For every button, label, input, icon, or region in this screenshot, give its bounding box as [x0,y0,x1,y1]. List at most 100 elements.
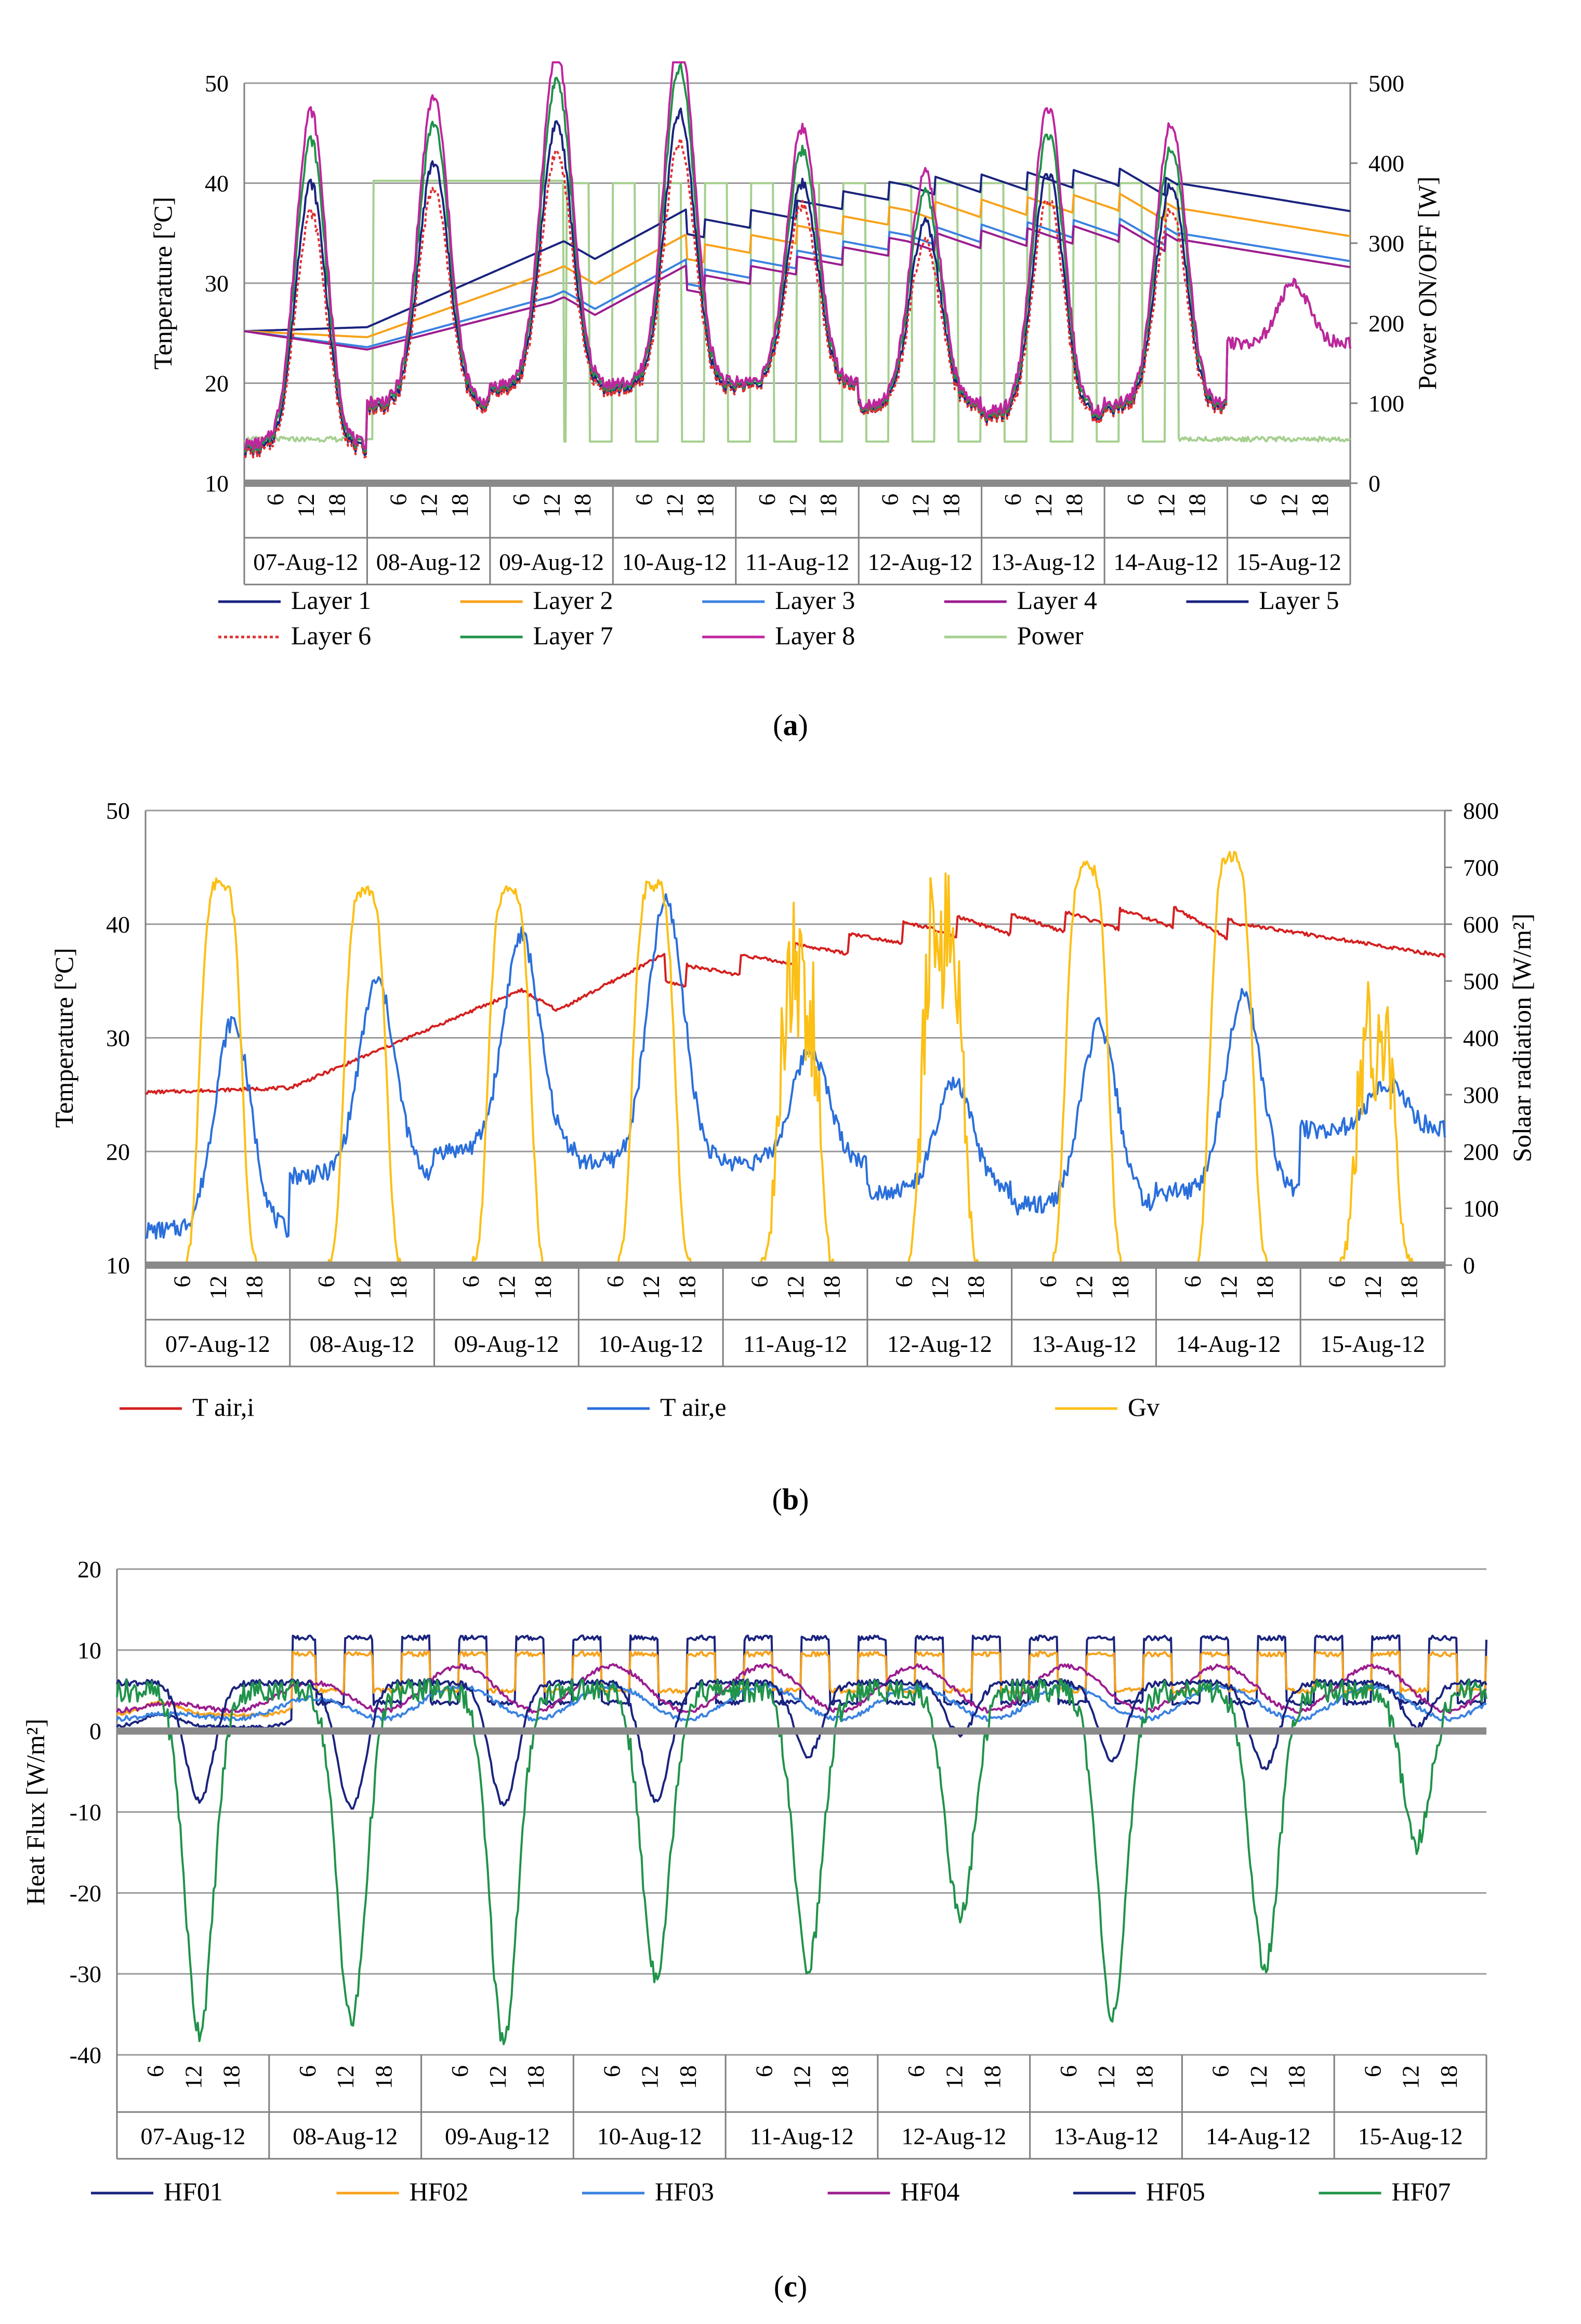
y-tick-label: 50 [205,70,229,97]
day-tick-label: 07-Aug-12 [140,2123,245,2149]
day-tick-label: 10-Aug-12 [622,549,727,575]
hour-tick-label: 6 [754,494,780,506]
legend-label: HF05 [1146,2177,1205,2206]
hour-tick-label: 12 [1093,2065,1119,2089]
series-line-layer-1 [244,167,1351,333]
hour-tick-label: 12 [538,494,565,517]
day-tick-label: 09-Aug-12 [454,1331,559,1357]
hour-tick-label: 6 [602,1276,628,1287]
legend-label: Layer 1 [291,586,371,615]
legend-label: HF07 [1392,2177,1451,2206]
hour-tick-label: 12 [927,1276,953,1299]
hour-tick-label: 18 [1131,2065,1157,2089]
hour-tick-label: 6 [1359,2065,1386,2077]
y2-axis-title: Solaar radiation [W/m²] [1507,913,1536,1162]
y2-axis-title: Power ON/OFF [W] [1413,176,1442,390]
hour-tick-label: 18 [692,494,719,517]
legend-label: HF04 [901,2177,960,2206]
hour-tick-label: 12 [782,1276,809,1299]
hour-tick-label: 18 [938,494,965,517]
series-line-layer-7 [244,62,1351,453]
legend-label: Layer 4 [1017,586,1097,615]
hour-tick-label: 6 [385,494,412,506]
hour-tick-label: 6 [750,2065,777,2077]
hour-tick-label: 6 [1122,494,1149,506]
hour-tick-label: 18 [1307,494,1333,517]
day-tick-label: 08-Aug-12 [310,1331,415,1357]
y2-tick-label: 300 [1463,1082,1499,1108]
series-line-hf02 [116,1651,1487,1718]
series-line-hf07 [116,1678,1487,2046]
series-line-hf01 [116,1634,1487,1730]
hour-tick-label: 6 [168,1276,195,1287]
hour-tick-label: 12 [789,2065,815,2089]
day-tick-label: 13-Aug-12 [1032,1331,1137,1357]
hour-tick-label: 6 [999,494,1026,506]
hour-tick-label: 6 [876,494,903,506]
legend-label: Layer 7 [533,621,613,650]
hour-tick-label: 12 [484,2065,511,2089]
hour-tick-label: 6 [890,1276,917,1287]
hour-tick-label: 12 [205,1276,231,1299]
day-tick-label: 15-Aug-12 [1358,2123,1463,2149]
day-tick-label: 10-Aug-12 [598,1331,703,1357]
y-tick-label: 50 [106,798,130,824]
legend-label: T air,e [660,1392,727,1422]
y-tick-label: 30 [106,1025,130,1052]
y-axis-title: Tenperature [ºC] [148,197,177,370]
hour-tick-label: 12 [1030,494,1057,517]
hour-tick-label: 12 [349,1276,376,1299]
hour-tick-label: 12 [638,1276,664,1299]
day-tick-label: 09-Aug-12 [499,549,604,575]
hour-tick-label: 18 [827,2065,853,2089]
day-tick-label: 11-Aug-12 [743,1331,847,1357]
legend-label: Layer 6 [291,621,371,650]
y-tick-label: -40 [70,2042,101,2068]
hour-tick-label: 6 [142,2065,168,2077]
series-line-hf04 [116,1663,1487,1715]
hour-tick-label: 18 [446,494,473,517]
hour-tick-label: 12 [907,494,933,517]
hour-tick-label: 18 [675,2065,701,2089]
y2-tick-label: 300 [1368,230,1404,257]
panel-label: (a) [773,708,808,742]
y-tick-label: 10 [106,1252,130,1279]
hour-tick-label: 18 [1107,1276,1134,1299]
hour-tick-label: 18 [241,1276,267,1299]
hour-tick-label: 18 [963,1276,989,1299]
hour-tick-label: 18 [979,2065,1005,2089]
y-tick-label: 20 [77,1556,101,1583]
hour-tick-label: 12 [416,494,442,517]
legend-label: T air,i [192,1392,254,1422]
day-tick-label: 13-Aug-12 [991,549,1096,575]
series-line-layer-6 [244,137,1351,459]
y-tick-label: 10 [77,1637,101,1664]
hour-tick-label: 6 [1055,2065,1082,2077]
series-line-hf05 [116,1678,1487,1810]
series-line-gv [146,851,1445,1266]
hour-tick-label: 12 [941,2065,967,2089]
y-tick-label: 0 [89,1718,101,1745]
y2-tick-label: 100 [1368,390,1404,417]
y2-tick-label: 200 [1368,310,1404,337]
series-line-t-air-e [145,893,1446,1240]
day-tick-label: 12-Aug-12 [901,2123,1006,2149]
legend-label: HF02 [410,2177,469,2206]
hour-tick-label: 6 [630,494,657,506]
hour-tick-label: 18 [218,2065,245,2089]
y2-tick-label: 500 [1368,70,1404,97]
legend-label: HF03 [655,2177,714,2206]
day-tick-label: 08-Aug-12 [376,549,481,575]
series-line-layer-5 [244,108,1351,456]
y-tick-label: 40 [205,170,229,197]
day-tick-label: 15-Aug-12 [1320,1331,1425,1357]
hour-tick-label: 18 [522,2065,549,2089]
hour-tick-label: 18 [674,1276,701,1299]
legend-label: Layer 2 [533,586,613,615]
hour-tick-label: 6 [294,2065,321,2077]
legend-label: Layer 3 [775,586,855,615]
y2-tick-label: 0 [1368,470,1380,497]
legend-label: HF01 [164,2177,223,2206]
y2-tick-label: 500 [1463,968,1499,994]
